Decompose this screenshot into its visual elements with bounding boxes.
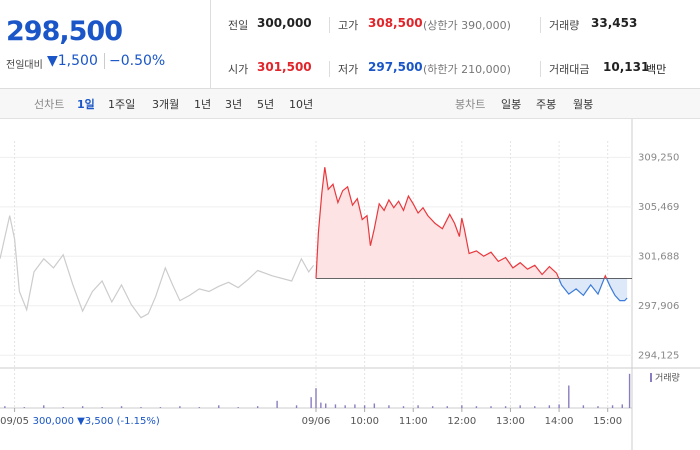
volume-bar	[295, 405, 298, 408]
volume-bar	[568, 385, 570, 408]
area	[316, 167, 628, 301]
volume-bar	[43, 405, 45, 408]
volume-bar	[534, 406, 536, 408]
stat-value: 301,500	[257, 60, 312, 74]
y-tick-label: 294,125	[638, 350, 679, 361]
stat-label: 저가	[329, 61, 358, 77]
volume-bar	[62, 407, 64, 408]
volume-bar	[354, 404, 356, 408]
y-tick-label: 301,688	[638, 251, 679, 262]
volume-bar	[237, 407, 239, 408]
volume-bar	[611, 405, 614, 408]
volume-bar	[325, 403, 327, 408]
tab[interactable]: 주봉	[536, 98, 557, 111]
legend-label: 거래량	[655, 372, 680, 384]
volume-bar	[179, 406, 181, 408]
change-pct: −0.50%	[104, 53, 165, 69]
volume-bar	[310, 397, 312, 408]
volume-bar	[101, 407, 103, 408]
volume-bar	[519, 405, 521, 408]
prev-day-note: 300,000 ▼3,500 (-1.15%)	[33, 416, 160, 427]
x-tick-label: 10:00	[350, 416, 379, 427]
volume-bar	[628, 373, 631, 408]
price-line	[0, 215, 315, 319]
volume-bar	[461, 405, 463, 408]
volume-bar	[315, 388, 317, 408]
stat-value: 308,500	[368, 16, 423, 30]
tab[interactable]: 3개월	[152, 98, 180, 111]
toolbar-label: 봉차트	[455, 98, 486, 111]
volume-bar	[490, 406, 492, 408]
legend-marker	[650, 373, 652, 382]
tab[interactable]: 5년	[257, 98, 275, 111]
x-tick-label: 11:00	[399, 416, 428, 427]
volume-bar	[417, 405, 419, 408]
volume-bar	[363, 405, 366, 408]
volume-bar	[320, 402, 322, 408]
quote-header: 298,500 전일대비 ▼1,500 −0.50% 전일 300,000 고가…	[0, 0, 700, 89]
volume-bar	[388, 405, 390, 408]
x-tick-label: 09/06	[302, 416, 331, 427]
volume-bar	[431, 406, 434, 408]
tab[interactable]: 일봉	[501, 98, 522, 111]
volume-bar	[597, 406, 599, 408]
x-tick-label: 12:00	[447, 416, 476, 427]
volume-bar	[475, 406, 478, 408]
y-tick-label: 309,250	[638, 152, 679, 163]
change: ▼1,500	[47, 53, 98, 69]
volume-bar	[276, 400, 278, 408]
volume-bar	[558, 404, 560, 408]
volume-bar	[373, 403, 376, 408]
volume-bar	[81, 406, 84, 408]
stat-label: 거래량	[540, 17, 579, 33]
stat-label: 전일	[228, 19, 249, 32]
volume-bar	[120, 406, 123, 408]
volume-bar	[582, 405, 585, 408]
toolbar: 선차트 봉차트 1일 1주일 3개월 1년 3년 5년 10년 일봉 주봉 월봉	[0, 89, 700, 119]
volume-bar	[23, 407, 26, 408]
tab[interactable]: 10년	[289, 98, 314, 111]
toolbar-label: 선차트	[34, 98, 65, 111]
x-tick-label: 09/05	[0, 416, 29, 427]
price: 298,500	[6, 16, 123, 47]
divider	[210, 0, 211, 88]
stat-label: 고가	[329, 17, 358, 33]
stat-label: 거래대금	[540, 61, 589, 77]
tab[interactable]: 월봉	[573, 98, 594, 111]
y-tick-label: 305,469	[638, 202, 679, 213]
volume-bar	[446, 406, 448, 408]
change-label: 전일대비	[6, 60, 43, 71]
tab[interactable]: 1주일	[108, 98, 136, 111]
volume-bar	[334, 404, 337, 408]
x-tick-label: 14:00	[545, 416, 574, 427]
volume-bar	[504, 406, 507, 408]
stat-note: (상한가 390,000)	[423, 19, 511, 32]
volume-bar	[140, 407, 142, 408]
stat-value: 10,131	[603, 60, 650, 74]
volume-bar	[402, 406, 405, 408]
y-tick-label: 297,906	[638, 301, 679, 312]
tab[interactable]: 1일	[77, 98, 95, 111]
volume-bar	[4, 406, 6, 408]
x-tick-label: 15:00	[593, 416, 622, 427]
tab[interactable]: 3년	[225, 98, 243, 111]
stat-note: (하한가 210,000)	[423, 63, 511, 76]
stat-label: 시가	[228, 63, 249, 76]
volume-bar	[621, 404, 623, 408]
volume-bar	[256, 406, 259, 408]
tab[interactable]: 1년	[194, 98, 212, 111]
volume-bar	[344, 405, 346, 408]
volume-bar	[218, 405, 220, 408]
stat-value: 33,453	[591, 16, 638, 30]
volume-bar	[159, 407, 162, 408]
x-tick-label: 13:00	[496, 416, 525, 427]
stat-value: 297,500	[368, 60, 423, 74]
price-line	[315, 167, 628, 302]
volume-bar	[548, 405, 551, 408]
stat-value: 300,000	[257, 16, 312, 30]
volume-bar	[198, 407, 201, 408]
stat-unit: 백만	[646, 63, 667, 76]
